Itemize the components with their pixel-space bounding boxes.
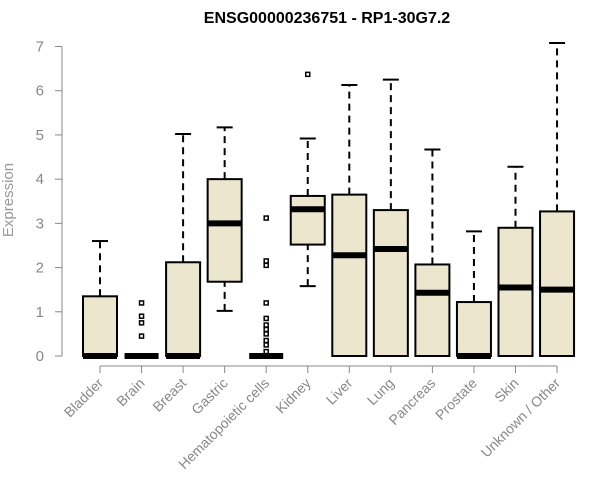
- box-breast: [165, 133, 202, 359]
- x-tick-label: Prostate: [432, 375, 480, 423]
- box-iqr: [414, 263, 451, 358]
- box-bladder: [82, 240, 118, 359]
- x-tick-label: Bladder: [61, 375, 107, 421]
- box-hematopoietic-cells: [249, 215, 284, 359]
- y-tick-label: 2: [36, 260, 44, 277]
- outlier-point: [263, 262, 269, 269]
- outlier-point: [263, 348, 269, 355]
- box-lung: [372, 78, 409, 357]
- box-unknown-other: [539, 41, 576, 357]
- box-iqr: [372, 209, 409, 357]
- y-tick-label: 1: [36, 304, 44, 321]
- y-axis-label: Expression: [0, 163, 17, 237]
- outlier-point: [263, 322, 269, 328]
- x-tick-label: Unknown / Other: [478, 375, 564, 461]
- outlier-point: [263, 331, 269, 337]
- y-tick-label: 0: [36, 348, 44, 365]
- box-iqr: [539, 210, 576, 357]
- boxes-group: [82, 41, 576, 359]
- outlier-point: [263, 258, 269, 264]
- box-iqr: [331, 193, 368, 357]
- outlier-point: [138, 300, 145, 306]
- box-pancreas: [414, 148, 451, 358]
- box-kidney: [289, 71, 326, 288]
- box-prostate: [455, 230, 492, 359]
- chart-title: ENSG00000236751 - RP1-30G7.2: [204, 10, 450, 27]
- y-tick-label: 7: [36, 39, 44, 56]
- box-brain: [124, 300, 159, 359]
- x-tick-label: Kidney: [272, 375, 314, 417]
- outlier-point: [138, 320, 145, 326]
- y-tick-label: 3: [36, 215, 44, 232]
- box-iqr: [289, 194, 326, 246]
- box-gastric: [206, 126, 243, 312]
- box-iqr: [165, 261, 202, 357]
- x-tick-label: Brain: [113, 375, 147, 409]
- y-tick-label: 4: [36, 171, 44, 188]
- outlier-point: [263, 315, 269, 322]
- outlier-point: [263, 342, 269, 348]
- outlier-point: [263, 337, 269, 344]
- box-iqr: [455, 301, 492, 357]
- y-tick-label: 6: [36, 83, 44, 100]
- box-iqr: [497, 226, 534, 357]
- outlier-point: [263, 215, 269, 221]
- x-tick-label: Breast: [149, 375, 189, 415]
- outlier-point: [305, 71, 311, 78]
- y-axis: 0 1 2 3 4 5 6 7: [36, 39, 63, 365]
- box-liver: [331, 83, 368, 357]
- outlier-point: [263, 326, 269, 333]
- outlier-point: [138, 313, 145, 319]
- box-iqr: [82, 295, 118, 357]
- x-tick-label: Liver: [323, 375, 356, 408]
- box-skin: [497, 165, 534, 357]
- outlier-point: [263, 300, 269, 306]
- outlier-point: [138, 333, 145, 339]
- x-tick-label: Lung: [364, 375, 397, 408]
- box-iqr: [206, 178, 243, 283]
- x-tick-label: Skin: [491, 375, 522, 406]
- y-tick-label: 5: [36, 127, 44, 144]
